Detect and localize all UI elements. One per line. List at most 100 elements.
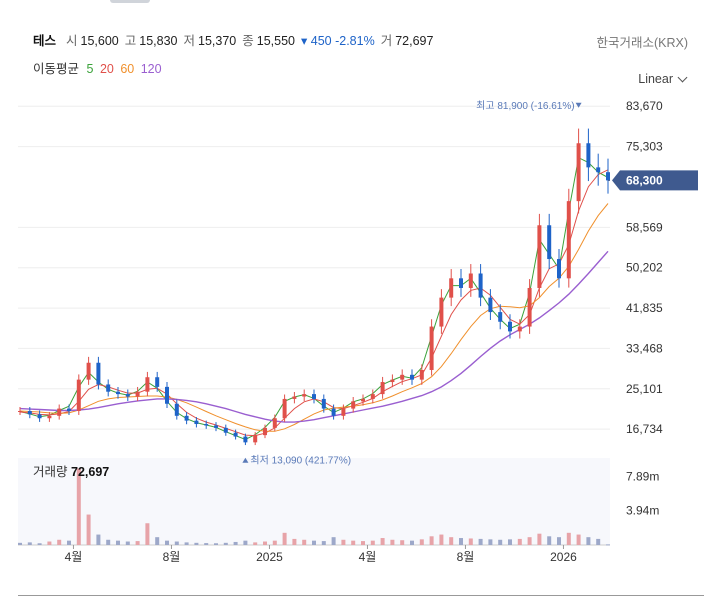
- volume-bar-16: [174, 541, 179, 545]
- volume-bar-6: [76, 468, 81, 545]
- volume-bar-46: [468, 538, 473, 545]
- candle-body-54: [547, 225, 552, 260]
- current-price-label: 68,300: [626, 173, 663, 187]
- open-label: 시: [66, 34, 78, 48]
- min-marker-icon: [242, 457, 249, 463]
- close-label: 종: [242, 34, 254, 48]
- candle-body-31: [321, 398, 326, 409]
- candle-body-28: [292, 396, 297, 399]
- scale-selector[interactable]: Linear: [638, 72, 688, 86]
- time-axis: 4월 8월 2025 4월 8월 2026: [65, 545, 577, 564]
- max-marker-icon: [575, 102, 582, 108]
- high-label: 고: [124, 34, 137, 48]
- y-tick-label-2: 58,569: [626, 220, 663, 234]
- moving-average-label: 이동평균: [33, 62, 80, 76]
- volume-bar-32: [331, 537, 336, 545]
- volume-bar-35: [361, 541, 365, 545]
- candle-body-51: [517, 326, 522, 332]
- close-value: 15,550: [256, 34, 296, 48]
- volume-bar-3: [47, 541, 52, 545]
- candle-body-36: [370, 394, 375, 399]
- price-change: ▾ 450 -2.81%: [301, 34, 375, 48]
- volume-bar-43: [439, 534, 444, 545]
- candle-body-33: [341, 408, 346, 416]
- volume-bar-26: [272, 540, 277, 545]
- candle-body-20: [214, 425, 218, 428]
- volume-bar-20: [214, 543, 218, 545]
- volume-panel-title: 거래량 72,697: [33, 461, 109, 480]
- candle-body-27: [282, 398, 287, 419]
- volume-value: 72,697: [395, 34, 434, 48]
- volume-bar-5: [67, 540, 71, 545]
- candle-body-48: [488, 297, 493, 313]
- high-value: 15,830: [139, 34, 178, 48]
- volume-bar-33: [341, 539, 346, 545]
- candle-body-11: [125, 394, 130, 397]
- y-tick-label-3: 50,202: [626, 261, 663, 275]
- max-price-annotation: 최고 81,900 (-16.61%): [476, 100, 574, 112]
- candle-body-18: [194, 420, 199, 425]
- candle-body-52: [527, 287, 532, 327]
- candle-body-16: [174, 403, 179, 416]
- volume-bar-48: [488, 539, 493, 545]
- volume-bar-24: [253, 542, 258, 545]
- volume-bar-8: [96, 534, 101, 545]
- candle-body-38: [390, 379, 395, 383]
- candle-body-8: [96, 362, 101, 385]
- candle-body-34: [351, 401, 356, 409]
- candle-body-7: [86, 362, 91, 380]
- volume-bar-60: [606, 544, 610, 546]
- candle-body-39: [400, 374, 405, 380]
- ma60-legend[interactable]: 60: [120, 62, 135, 76]
- candle-body-2: [37, 414, 42, 419]
- volume-bar-41: [419, 539, 424, 545]
- candle-body-50: [508, 321, 512, 332]
- volume-bar-51: [517, 538, 522, 545]
- candle-body-47: [478, 273, 483, 298]
- volume-bar-7: [86, 514, 91, 545]
- candle-body-13: [145, 377, 150, 392]
- ma120-legend[interactable]: 120: [140, 62, 162, 76]
- volume-bar-56: [566, 532, 571, 545]
- volume-bar-36: [370, 540, 375, 545]
- candle-body-32: [331, 408, 336, 416]
- candle-body-44: [449, 278, 454, 298]
- y-tick-label-4: 41,835: [626, 301, 663, 315]
- x-tick-label-5: 2026: [550, 550, 577, 564]
- volume-bar-34: [351, 540, 356, 545]
- open-value: 15,600: [80, 34, 119, 48]
- volume-bar-4: [57, 539, 62, 545]
- volume-tick-label-1: 7.89m: [626, 469, 659, 483]
- volume-bar-17: [184, 542, 189, 545]
- volume-panel-label: 거래량: [33, 465, 68, 479]
- candlestick-series: [18, 128, 610, 446]
- candle-body-35: [361, 398, 365, 402]
- volume-bar-59: [596, 538, 601, 545]
- candle-body-10: [116, 391, 120, 395]
- volume-bar-15: [165, 540, 169, 545]
- chart-annotations: 68,300 최고 81,900 (-16.61%) 최저 13,090 (421.…: [242, 100, 698, 467]
- volume-bar-53: [537, 533, 542, 545]
- price-axis: 83,670 75,303 58,569 50,202 41,835 33,468 25,1…: [626, 99, 663, 436]
- candle-body-17: [184, 415, 189, 421]
- candle-body-12: [135, 391, 140, 397]
- volume-panel-value: 72,697: [71, 465, 110, 479]
- candle-body-21: [223, 427, 228, 433]
- x-tick-label-2: 2025: [256, 550, 283, 564]
- volume-bar-27: [282, 532, 287, 545]
- candle-body-59: [596, 167, 601, 173]
- candle-body-15: [165, 386, 169, 404]
- volume-bar-18: [194, 542, 199, 545]
- ma5-legend[interactable]: 5: [86, 62, 94, 76]
- candle-body-22: [233, 432, 238, 437]
- candle-body-43: [439, 297, 444, 327]
- ma20-legend[interactable]: 20: [99, 62, 114, 76]
- volume-bar-40: [410, 540, 414, 545]
- volume-bar-28: [292, 538, 297, 545]
- candle-body-56: [566, 201, 571, 279]
- volume-bar-21: [223, 542, 228, 545]
- candle-body-30: [312, 394, 316, 399]
- volume-bar-49: [498, 539, 503, 545]
- volume-bar-45: [459, 538, 463, 545]
